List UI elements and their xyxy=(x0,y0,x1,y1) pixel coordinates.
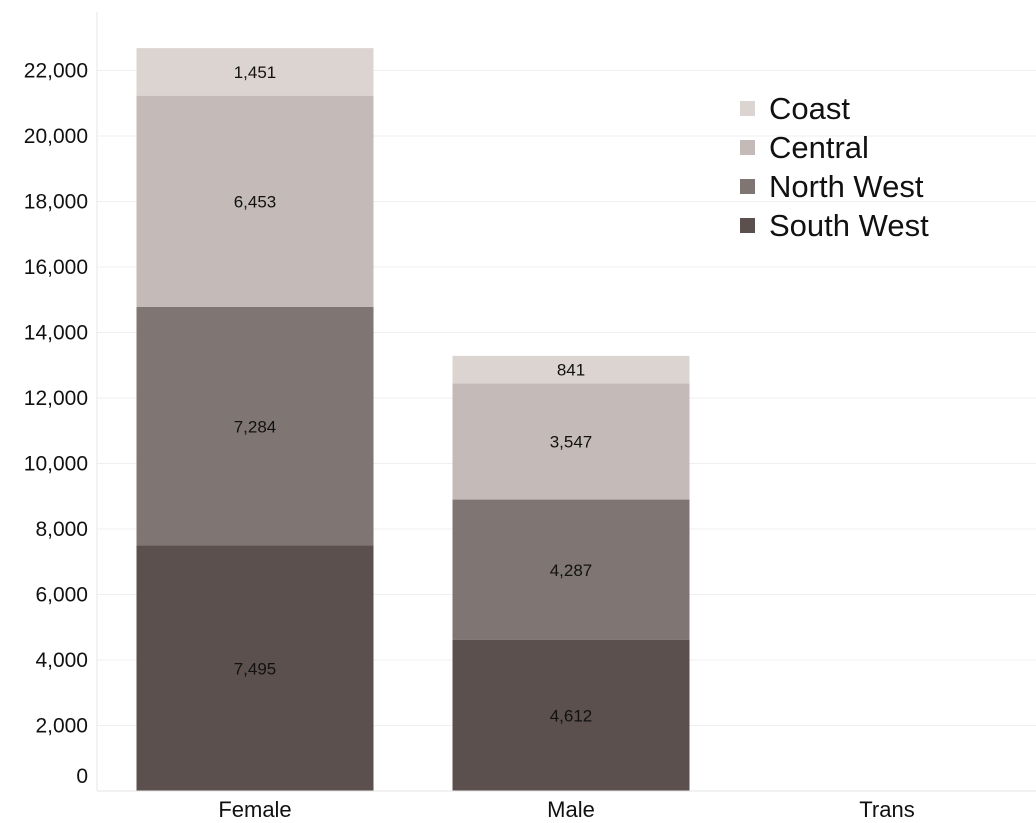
legend-label: North West xyxy=(769,169,924,204)
x-tick-label: Male xyxy=(547,797,595,822)
bar-segment-north-west-male xyxy=(452,499,690,640)
x-tick-label: Female xyxy=(218,797,291,822)
bar-segment-coast-male xyxy=(452,355,690,384)
y-tick-label: 20,000 xyxy=(24,125,88,148)
bar-segment-coast-female xyxy=(136,48,374,96)
legend-swatch xyxy=(740,179,755,194)
y-axis: 0 2,000 4,000 6,000 8,000 10,000 12,000 14,000 1… xyxy=(24,12,98,791)
legend-label: Coast xyxy=(769,91,850,126)
bar-segment-south-west-female xyxy=(136,545,374,791)
data-label: 7,495 xyxy=(234,659,277,678)
y-tick-label: 8,000 xyxy=(35,518,88,541)
x-axis: Female Male Trans xyxy=(97,790,1036,822)
y-tick-label: 16,000 xyxy=(24,256,88,279)
bar-segment-north-west-female xyxy=(136,306,374,546)
y-tick-label: 10,000 xyxy=(24,453,88,476)
y-tick-label: 12,000 xyxy=(24,387,88,410)
legend-item-central: Central xyxy=(740,130,869,165)
legend-swatch xyxy=(740,218,755,233)
legend-item-coast: Coast xyxy=(740,91,850,126)
legend-swatch xyxy=(740,101,755,116)
legend-item-south-west: South West xyxy=(740,208,929,243)
data-label: 4,612 xyxy=(550,706,593,725)
legend-item-north-west: North West xyxy=(740,169,924,204)
legend-swatch xyxy=(740,140,755,155)
data-label: 4,287 xyxy=(550,561,593,580)
y-tick-label: 4,000 xyxy=(35,649,88,672)
data-label: 3,547 xyxy=(550,432,593,451)
y-tick-label: 6,000 xyxy=(35,584,88,607)
data-label: 7,284 xyxy=(234,417,277,436)
y-tick-label: 22,000 xyxy=(24,60,88,83)
y-tick-label: 18,000 xyxy=(24,191,88,214)
y-tick-label: 2,000 xyxy=(35,715,88,738)
bar-segment-central-female xyxy=(136,95,374,307)
legend-label: Central xyxy=(769,130,869,165)
data-label: 841 xyxy=(557,361,585,380)
bar-segment-central-male xyxy=(452,383,690,500)
x-tick-label: Trans xyxy=(859,797,914,822)
legend-label: South West xyxy=(769,208,929,243)
data-label: 6,453 xyxy=(234,192,277,211)
data-label: 1,451 xyxy=(234,63,277,82)
y-tick-label: 14,000 xyxy=(24,322,88,345)
legend: Coast Central North West South West xyxy=(740,91,929,243)
bars: 7,495 7,284 6,453 1,451 4,612 4,287 3,547 841 xyxy=(136,48,690,791)
bar-segment-south-west-male xyxy=(452,639,690,791)
y-tick-label: 0 xyxy=(76,765,88,788)
